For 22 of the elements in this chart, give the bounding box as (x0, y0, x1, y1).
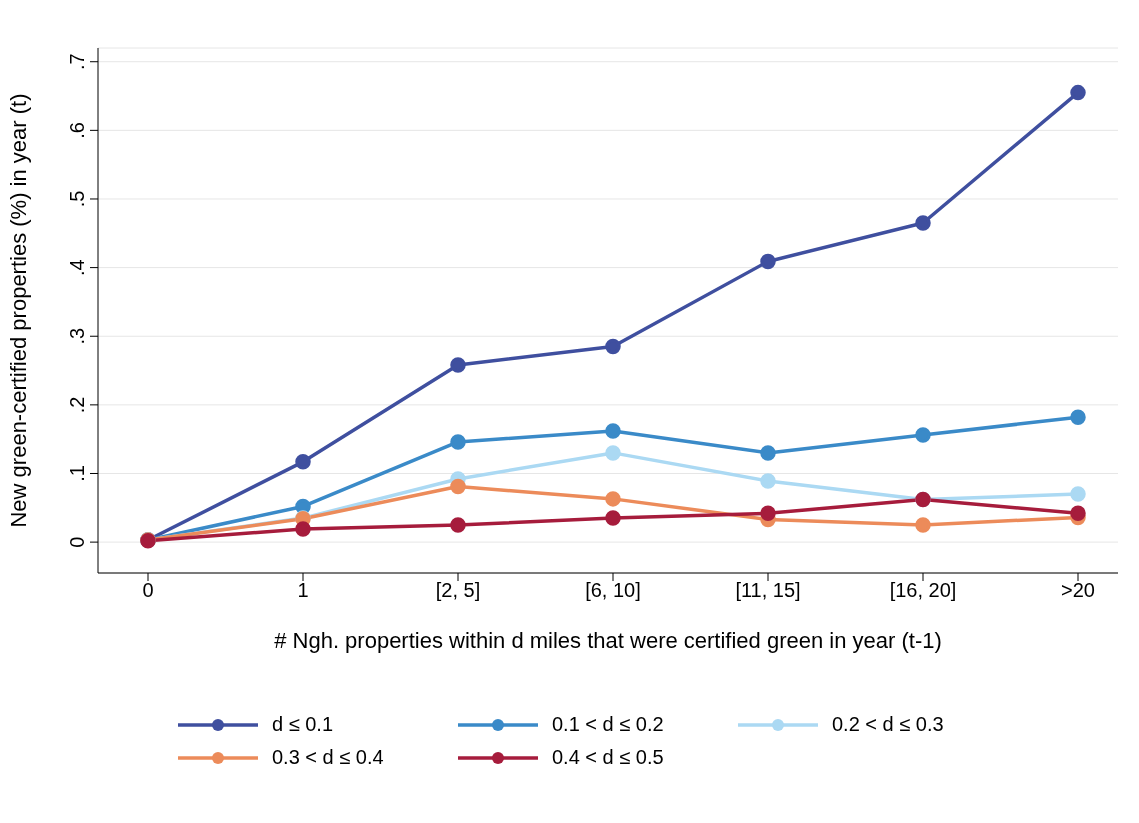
y-tick-label: .4 (66, 259, 88, 276)
legend-label: 0.3 < d ≤ 0.4 (272, 746, 384, 769)
legend-label: 0.1 < d ≤ 0.2 (552, 713, 664, 736)
y-tick-label: .3 (66, 327, 88, 345)
y-tick-label: .6 (66, 122, 88, 139)
y-tick-label: .1 (66, 465, 88, 482)
y-axis-title: New green-certified properties (%) in year (t) (5, 93, 31, 528)
x-tick-label: 1 (297, 579, 309, 602)
x-tick-label: [6, 10] (585, 579, 641, 602)
x-tick-label: [2, 5] (435, 579, 481, 602)
x-axis-title: # Ngh. properties within d miles that were certified green in year (t-1) (274, 628, 942, 653)
y-tick-label: .2 (66, 396, 88, 414)
y-tick-label: .5 (66, 190, 88, 208)
legend-label: 0.4 < d ≤ 0.5 (552, 746, 664, 769)
x-tick-label: 0 (142, 579, 154, 602)
y-tick-label: .7 (66, 53, 88, 71)
x-tick-label: [11, 15] (735, 579, 801, 602)
x-tick-label: >20 (1061, 579, 1095, 602)
legend-label: 0.2 < d ≤ 0.3 (832, 713, 944, 736)
x-tick-label: [16, 20] (889, 579, 957, 602)
y-tick-label: 0 (66, 536, 88, 548)
legend-label: d ≤ 0.1 (272, 713, 334, 736)
